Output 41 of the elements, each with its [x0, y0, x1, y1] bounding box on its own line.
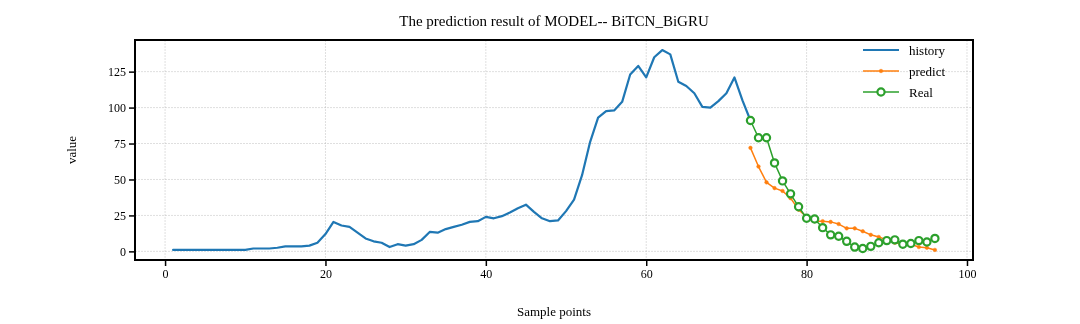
y-tick-label: 0: [120, 244, 126, 259]
point: [922, 237, 932, 247]
point: [777, 176, 788, 186]
point: [793, 202, 804, 212]
point: [842, 236, 852, 247]
x-tick-label: 60: [640, 266, 653, 281]
y-tick-label: 50: [114, 172, 126, 187]
x-tick-label: 0: [162, 266, 169, 281]
point: [785, 189, 796, 199]
point: [858, 243, 868, 254]
point: [753, 133, 764, 143]
point: [850, 242, 860, 252]
x-tick-label: 80: [801, 266, 814, 281]
x-tick-label: 40: [480, 266, 493, 281]
point: [833, 231, 844, 241]
point: [769, 158, 780, 168]
y-tick-label: 75: [114, 136, 126, 151]
point: [866, 241, 876, 252]
point: [809, 214, 820, 224]
point: [906, 238, 916, 249]
point: [930, 233, 940, 244]
legend-label: predict: [909, 63, 946, 79]
y-tick-label: 25: [114, 208, 126, 223]
x-tick-label: 20: [319, 266, 332, 281]
x-tick-label: 100: [958, 266, 977, 281]
point: [817, 222, 828, 233]
point: [874, 238, 884, 248]
point: [801, 213, 812, 223]
legend-label: Real: [909, 84, 934, 100]
y-axis-title: value: [64, 135, 79, 165]
point: [761, 133, 772, 143]
point: [825, 230, 836, 240]
point: [890, 235, 900, 245]
y-tick-label: 100: [108, 100, 126, 115]
y-tick-label: 125: [108, 64, 126, 79]
point: [882, 235, 892, 246]
chart-title: The prediction result of MODEL-- BiTCN_BiGRU: [399, 13, 709, 29]
x-axis-title: Sample points: [516, 304, 592, 319]
point: [914, 235, 924, 246]
point: [745, 115, 756, 126]
legend-label: history: [909, 42, 946, 58]
